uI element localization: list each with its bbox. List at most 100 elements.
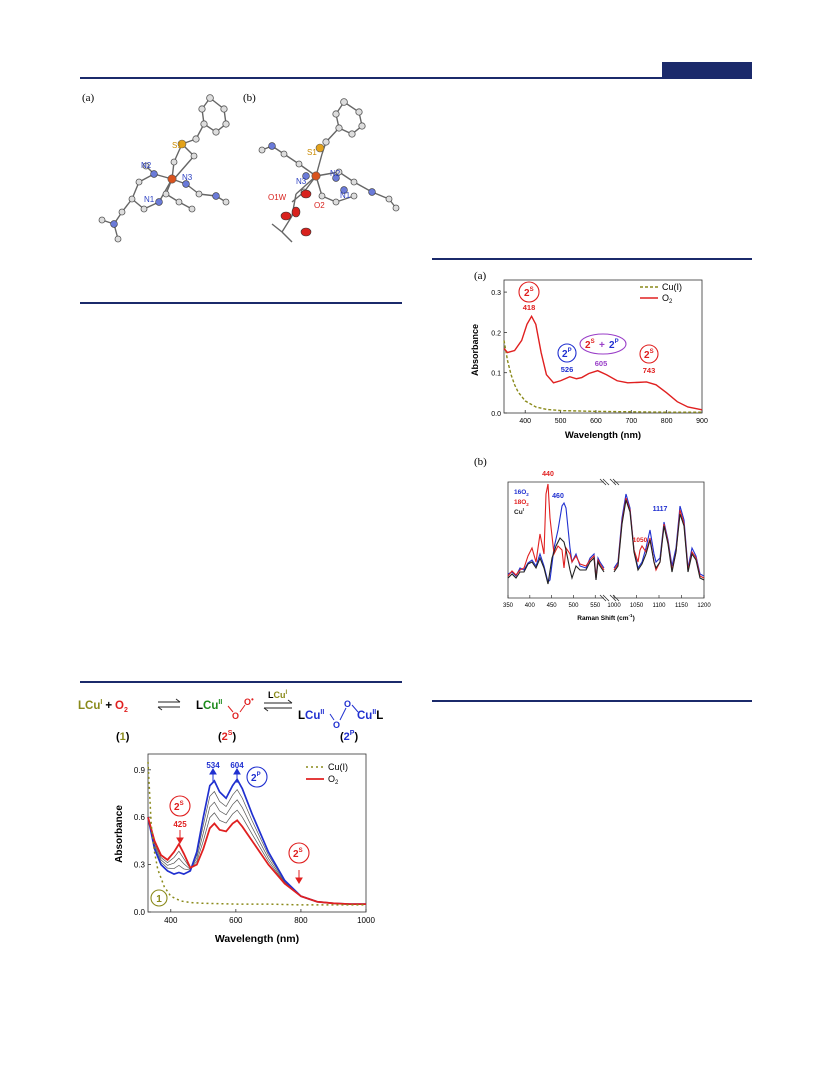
- svg-text:2P: 2P: [562, 348, 572, 360]
- raman-peak-1117: 1117: [653, 506, 668, 513]
- initial-trace: [147, 816, 366, 906]
- x-tick-label: 800: [661, 418, 673, 425]
- svg-text:2P: 2P: [251, 772, 261, 784]
- figure1-panel-b-label: (b): [243, 92, 256, 104]
- uv-vis-chart-3: 0.0 0.3 0.6 0.9 400 600 800 1000 Absorbance Wa…: [114, 753, 375, 945]
- y-tick-label: 0.0: [491, 411, 501, 418]
- scheme-arrow-reagent: LCuI: [268, 690, 288, 700]
- raman-x-tick-label: 550: [590, 603, 601, 609]
- reaction-scheme: LCuI + O2 LCuII O O • LCuI LCuII O O CuIIL…: [78, 690, 383, 743]
- scheme-label-2p: (2P): [340, 730, 358, 743]
- badge-2s-3b: [288, 842, 310, 864]
- peak-label-526: 526: [561, 365, 574, 374]
- svg-text:2P: 2P: [609, 339, 619, 351]
- badge-1-3: [150, 889, 168, 907]
- svg-text:2S: 2S: [174, 801, 184, 813]
- x-tick-label: 800: [294, 916, 308, 925]
- atom-label-s1: S1: [172, 141, 182, 150]
- y-tick-label: 0.6: [134, 813, 146, 822]
- raman-x-tick-label: 1000: [607, 603, 621, 609]
- badge-2s-plus-2p: [579, 333, 627, 355]
- y-tick-label: 0.2: [491, 330, 501, 337]
- svg-text:•: •: [251, 695, 254, 704]
- svg-text:1: 1: [156, 894, 162, 905]
- atom-label-n1-b: N1: [340, 191, 351, 200]
- peak-label-425: 425: [173, 820, 187, 829]
- peak-label-743: 743: [643, 366, 656, 375]
- raman-x-tick-label: 450: [547, 603, 558, 609]
- atom-label-n3: N3: [182, 173, 193, 182]
- y-axis-label-3: Absorbance: [114, 805, 125, 863]
- header-tab: [662, 62, 752, 77]
- y-tick-label: 0.0: [134, 908, 146, 917]
- x-tick-label: 400: [164, 916, 178, 925]
- figure1-panel-a-label: (a): [82, 92, 95, 104]
- x-tick-label: 400: [519, 418, 531, 425]
- svg-text:2S: 2S: [524, 287, 534, 299]
- y-tick-label: 0.3: [134, 861, 146, 870]
- svg-text:O: O: [244, 697, 251, 707]
- x-tick-label: 600: [590, 418, 602, 425]
- equilibrium-arrow-1: [157, 698, 181, 711]
- svg-text:CuIIL: CuIIL: [357, 709, 383, 722]
- atom-label-o2: O2: [314, 201, 325, 210]
- raman-legend-18o2: 18O2: [514, 499, 529, 507]
- legend-cu-3: Cu(I): [328, 762, 348, 772]
- raman-x-tick-label: 1100: [653, 603, 667, 609]
- x-tick-label: 900: [696, 418, 708, 425]
- peak-label-534: 534: [206, 761, 220, 770]
- x-axis-label-3: Wavelength (nm): [215, 933, 299, 945]
- svg-text:O: O: [344, 699, 351, 709]
- cu-trace: [147, 761, 366, 906]
- svg-text:O: O: [333, 720, 340, 730]
- badge-2p-a: [557, 343, 577, 363]
- x-axis-label: Wavelength (nm): [565, 430, 641, 441]
- figure2-panel-a-label: (a): [474, 270, 487, 282]
- atom-label-n2: N2: [141, 161, 152, 170]
- raman-peak-460: 460: [552, 493, 564, 500]
- y-tick-label: 0.1: [491, 371, 501, 378]
- plot-frame-3: [147, 753, 367, 913]
- equilibrium-arrow-2: [263, 699, 293, 712]
- peak-label-604: 604: [230, 761, 244, 770]
- x-tick-label: 500: [555, 418, 567, 425]
- svg-text:2S: 2S: [644, 349, 654, 361]
- figure2-bottom-rule: [432, 700, 752, 702]
- badge-2s-a2: [639, 344, 659, 364]
- raman-peak-440: 440: [542, 471, 554, 478]
- series-line-1: [503, 314, 703, 411]
- legend-o2: O2: [662, 293, 673, 305]
- legend-cu: Cu(I): [662, 282, 682, 292]
- atom-label-s1-b: S1: [307, 148, 317, 157]
- figure1-bottom-rule: [80, 302, 402, 304]
- y-tick-label: 0.9: [134, 766, 146, 775]
- figure2-panel-b-label: (b): [474, 456, 487, 468]
- svg-text:+: +: [599, 340, 605, 351]
- y-tick-label: 0.3: [491, 290, 501, 297]
- raman-legend-cu: CuI: [514, 507, 524, 516]
- peak-label-418: 418: [523, 303, 536, 312]
- raman-peak-1050: 1050: [633, 537, 648, 544]
- atom-label-n2-b: N2: [330, 169, 341, 178]
- uv-vis-chart-a: 0.0 0.1 0.2 0.3 400 500 600 700 800 900 Absorban…: [470, 279, 708, 441]
- atom-label-o1w: O1W: [268, 193, 287, 202]
- series-line-0: [503, 340, 702, 413]
- scheme-species-1: LCuI + O2: [78, 699, 128, 714]
- peak-label-605: 605: [595, 359, 608, 368]
- x-tick-label: 600: [229, 916, 243, 925]
- y-axis-label: Absorbance: [470, 324, 480, 376]
- figure3-top-rule: [80, 681, 402, 683]
- svg-text:2S: 2S: [293, 848, 303, 860]
- raman-x-tick-label: 350: [503, 603, 514, 609]
- scheme-species-2s: LCuII: [196, 699, 222, 712]
- raman-x-tick-label: 400: [525, 603, 536, 609]
- raman-legend-16o2: 16O2: [514, 489, 529, 497]
- header-rule: [80, 77, 752, 79]
- legend-o2-3: O2: [328, 774, 339, 786]
- scheme-species-2p: LCuII: [298, 709, 324, 722]
- raman-x-tick-label: 1200: [697, 603, 711, 609]
- svg-text:O: O: [232, 711, 239, 721]
- crystal-structure-b: S1 N3 N2 O1W O2 N1: [258, 98, 400, 243]
- badge-2p-3: [246, 766, 268, 788]
- raman-x-tick-label: 500: [568, 603, 579, 609]
